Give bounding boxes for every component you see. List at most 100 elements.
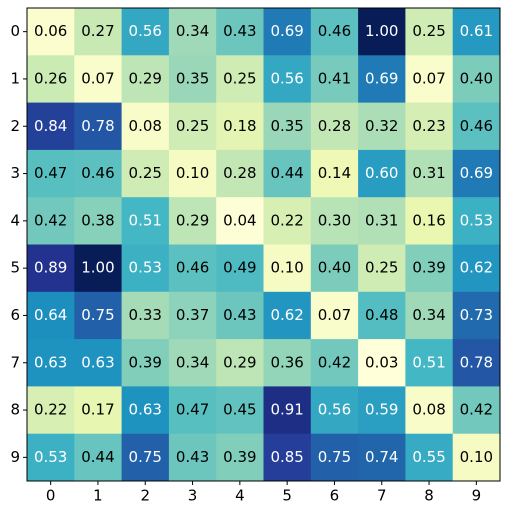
x-tick-label: 2 <box>140 487 150 505</box>
cell-label: 0.07 <box>81 69 114 87</box>
cell-label: 0.10 <box>176 164 209 182</box>
heatmap-cell <box>358 244 406 293</box>
heatmap-cell <box>74 433 123 482</box>
y-tick-label: 9 <box>10 448 20 466</box>
heatmap-cell <box>168 291 217 340</box>
cell-label: 0.28 <box>318 117 351 135</box>
cell-label: 0.85 <box>270 448 303 466</box>
cell-label: 0.23 <box>412 117 445 135</box>
heatmap-cell <box>121 8 170 56</box>
cell-label: 0.27 <box>81 22 114 40</box>
cell-label: 0.25 <box>129 164 162 182</box>
cell-label: 0.62 <box>270 306 303 324</box>
cell-label: 0.40 <box>460 69 493 87</box>
cell-label: 0.04 <box>223 211 256 229</box>
heatmap-cell <box>452 197 501 245</box>
cell-label: 0.33 <box>129 306 162 324</box>
x-tick-label: 3 <box>188 487 198 505</box>
cell-label: 0.08 <box>129 117 162 135</box>
heatmap-cell <box>263 291 312 340</box>
cell-label: 0.53 <box>34 448 67 466</box>
cell-label: 0.78 <box>460 353 493 371</box>
cell-label: 0.51 <box>412 353 445 371</box>
cell-label: 0.10 <box>460 448 493 466</box>
x-tick-label: 4 <box>235 487 245 505</box>
heatmap-cell <box>310 386 359 435</box>
heatmap-cell <box>74 244 123 293</box>
cell-label: 0.69 <box>270 22 303 40</box>
cell-label: 0.16 <box>412 211 445 229</box>
heatmap-cell <box>358 386 406 435</box>
cell-label: 0.73 <box>460 306 493 324</box>
cell-label: 1.00 <box>365 22 398 40</box>
cell-label: 1.00 <box>81 259 114 277</box>
cell-label: 0.08 <box>412 401 445 419</box>
heatmap-cell <box>27 433 75 482</box>
cell-label: 0.34 <box>176 353 209 371</box>
cell-label: 0.30 <box>318 211 351 229</box>
x-tick-label: 8 <box>424 487 434 505</box>
plot-border <box>26 7 501 482</box>
cell-label: 0.38 <box>81 211 114 229</box>
cell-label: 0.56 <box>318 401 351 419</box>
cell-label: 0.29 <box>129 69 162 87</box>
cell-label: 0.89 <box>34 259 67 277</box>
x-tick-label: 6 <box>330 487 340 505</box>
cell-label: 0.41 <box>318 69 351 87</box>
cell-label: 0.84 <box>34 117 67 135</box>
heatmap-cell <box>168 55 217 104</box>
cell-label: 0.07 <box>412 69 445 87</box>
heatmap-cell <box>452 244 501 293</box>
cell-label: 0.44 <box>81 448 114 466</box>
heatmap-cell <box>358 197 406 245</box>
heatmap-cell <box>27 55 75 104</box>
cell-label: 0.44 <box>270 164 303 182</box>
cell-label: 0.06 <box>34 22 67 40</box>
cell-label: 0.36 <box>270 353 303 371</box>
cell-label: 0.25 <box>223 69 256 87</box>
heatmap-cell <box>405 55 454 104</box>
cell-label: 0.53 <box>460 211 493 229</box>
cell-label: 0.55 <box>412 448 445 466</box>
heatmap-cell <box>263 197 312 245</box>
heatmap-cell <box>74 291 123 340</box>
heatmap-cell <box>263 433 312 482</box>
heatmap-cell <box>452 291 501 340</box>
cell-label: 0.47 <box>34 164 67 182</box>
heatmap-cell <box>405 291 454 340</box>
cell-label: 0.63 <box>129 401 162 419</box>
heatmap-cell <box>121 291 170 340</box>
heatmap-cell <box>216 244 264 293</box>
cell-label: 0.22 <box>34 401 67 419</box>
cell-label: 0.47 <box>176 401 209 419</box>
cell-label: 0.43 <box>176 448 209 466</box>
cell-label: 0.49 <box>223 259 256 277</box>
heatmap-cell <box>27 8 75 56</box>
heatmap-cell <box>263 386 312 435</box>
heatmap-cell <box>452 149 501 198</box>
cell-label: 0.45 <box>223 401 256 419</box>
heatmap-cell <box>27 339 75 387</box>
cell-label: 0.25 <box>176 117 209 135</box>
heatmap-cell <box>74 102 123 151</box>
heatmap-cell <box>358 339 406 387</box>
cell-label: 0.75 <box>318 448 351 466</box>
heatmap-cell <box>27 102 75 151</box>
cell-label: 0.46 <box>460 117 493 135</box>
cell-label: 0.10 <box>270 259 303 277</box>
heatmap-cell <box>405 339 454 387</box>
heatmap-cell <box>263 339 312 387</box>
cell-label: 0.63 <box>81 353 114 371</box>
heatmap-cell <box>121 102 170 151</box>
heatmap-cell <box>216 102 264 151</box>
heatmap-cell <box>168 149 217 198</box>
cell-label: 0.35 <box>270 117 303 135</box>
cell-label: 0.59 <box>365 401 398 419</box>
heatmap-cell <box>74 386 123 435</box>
y-tick-label: 5 <box>10 259 20 277</box>
y-tick-label: 8 <box>10 401 20 419</box>
cell-label: 0.39 <box>223 448 256 466</box>
heatmap-cell <box>121 55 170 104</box>
heatmap-cell <box>263 102 312 151</box>
heatmap-cell <box>405 102 454 151</box>
